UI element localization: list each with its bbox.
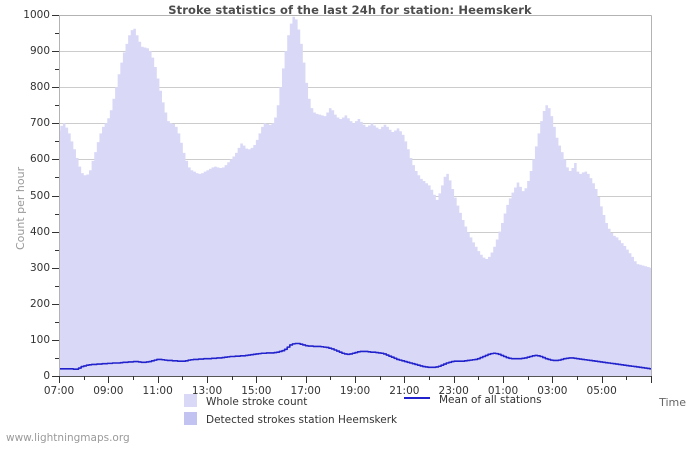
x-axis-label: Time [659, 396, 686, 409]
y-tick-label: 800 [29, 80, 50, 93]
chart-legend: Whole stroke count Detected strokes stat… [0, 392, 700, 428]
x-tick-label: 13:00 [191, 385, 223, 397]
x-tick-label: 15:00 [241, 385, 272, 397]
legend-item-detected-strokes: Detected strokes station Heemskerk [184, 412, 397, 426]
y-tick-label: 500 [29, 189, 50, 202]
x-tick-label: 03:00 [537, 385, 568, 397]
chart-title: Stroke statistics of the last 24h for st… [168, 3, 532, 17]
x-tick-label: 05:00 [586, 385, 617, 397]
legend-swatch-whole [184, 394, 197, 407]
legend-line-mean [404, 397, 430, 399]
x-tick-label: 07:00 [43, 385, 75, 397]
x-tick-label: 21:00 [389, 385, 420, 397]
y-tick-label: 300 [29, 261, 50, 274]
legend-item-whole-stroke-count: Whole stroke count [184, 394, 307, 408]
y-tick-label: 400 [29, 225, 50, 238]
footer-watermark: www.lightningmaps.org [6, 432, 130, 444]
x-tick-label: 19:00 [339, 385, 371, 397]
y-tick-label: 0 [43, 369, 50, 382]
legend-label-whole: Whole stroke count [206, 396, 308, 408]
legend-label-mean: Mean of all stations [439, 394, 542, 406]
y-tick-label: 600 [29, 152, 50, 165]
y-tick-label: 100 [29, 333, 50, 346]
y-tick-label: 1000 [23, 8, 50, 21]
x-tick-label: 11:00 [142, 385, 173, 397]
y-tick-label: 200 [29, 297, 50, 310]
x-tick-label: 01:00 [487, 385, 519, 397]
legend-label-detected: Detected strokes station Heemskerk [206, 414, 398, 426]
x-tick-label: 23:00 [438, 385, 469, 397]
x-tick-label: 09:00 [93, 385, 124, 397]
chart-plot-area [52, 15, 652, 383]
y-tick-label: 700 [29, 116, 50, 129]
x-tick-label: 17:00 [290, 385, 321, 397]
legend-item-mean-of-all-stations: Mean of all stations [404, 394, 542, 406]
legend-swatch-detected [184, 412, 197, 425]
y-tick-label: 900 [29, 44, 50, 57]
